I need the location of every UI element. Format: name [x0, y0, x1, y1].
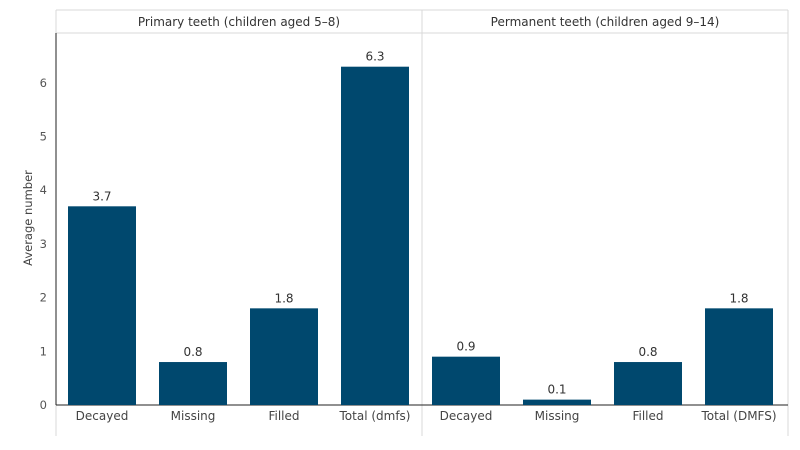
bar: [159, 362, 227, 405]
y-tick-label: 0: [40, 398, 47, 412]
data-label: 1.8: [274, 291, 293, 305]
y-tick-label: 5: [40, 130, 47, 144]
bar: [68, 206, 136, 405]
bar: [614, 362, 682, 405]
data-label: 0.8: [638, 345, 657, 359]
panel-title: Permanent teeth (children aged 9–14): [491, 15, 720, 29]
y-tick-label: 4: [40, 183, 47, 197]
bar: [341, 66, 409, 405]
category-label: Filled: [268, 409, 299, 423]
bar: [523, 399, 591, 405]
category-label: Missing: [535, 409, 580, 423]
data-label: 6.3: [365, 50, 384, 64]
chart-marks: 0 1 2 3 4 5 6 Primary teeth (children aged 5–8)…: [40, 15, 777, 423]
data-label: 0.1: [547, 383, 566, 397]
y-tick-label: 3: [40, 237, 47, 251]
category-label: Missing: [171, 409, 216, 423]
category-label: Decayed: [76, 409, 129, 423]
category-label: Decayed: [440, 409, 493, 423]
category-label: Total (DMFS): [700, 409, 776, 423]
data-label: 0.8: [183, 345, 202, 359]
bar: [432, 356, 500, 405]
y-axis-label: Average number: [21, 170, 35, 266]
bar: [705, 308, 773, 405]
data-label: 1.8: [729, 291, 748, 305]
category-label: Filled: [632, 409, 663, 423]
y-tick-label: 1: [40, 344, 47, 358]
bar: [250, 308, 318, 405]
data-label: 0.9: [456, 340, 475, 354]
y-tick-label: 6: [40, 76, 47, 90]
data-label: 3.7: [92, 189, 111, 203]
category-label: Total (dmfs): [339, 409, 411, 423]
y-tick-label: 2: [40, 291, 47, 305]
panel-title: Primary teeth (children aged 5–8): [138, 15, 340, 29]
